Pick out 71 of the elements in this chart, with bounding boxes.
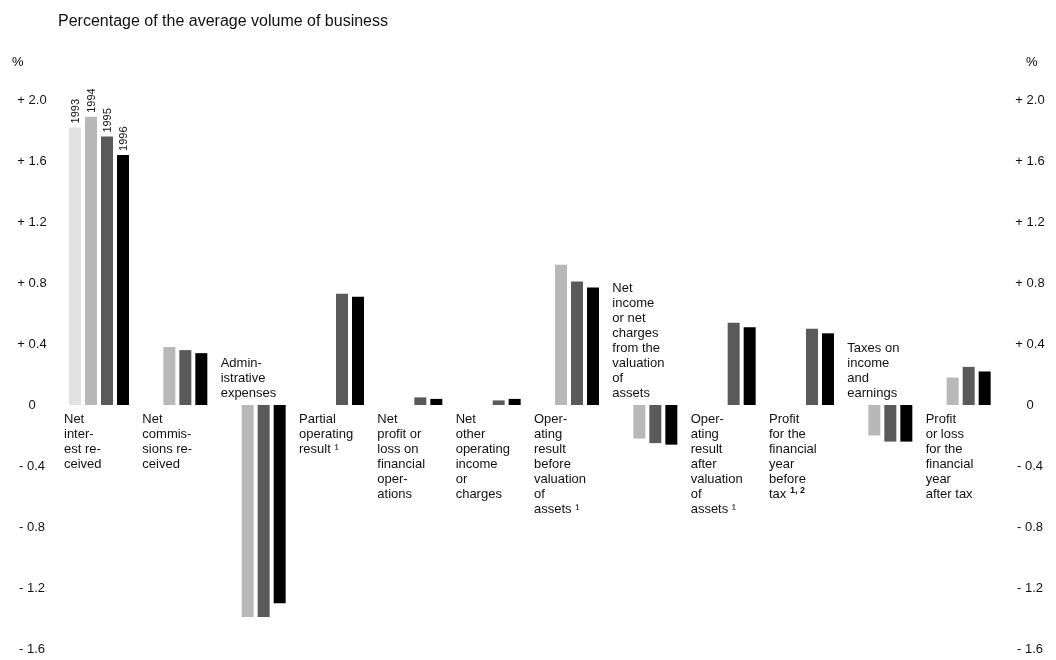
bar [414,397,427,405]
bar [822,333,834,405]
x-tick-label: Net profit or loss on financial oper- ations [377,411,426,501]
x-tick-label: Profit or loss for the financial year after tax [925,411,974,501]
bar [665,405,678,445]
y-tick-label: + 0.8 [17,275,47,290]
bar [241,405,254,617]
x-tick-label: Partial operating result ¹ [299,411,354,456]
bar [884,405,897,442]
y2-tick-label: + 2.0 [1015,92,1045,107]
x-tick-label: Net commis- sions re- ceived [142,411,193,471]
x-tick-label: Oper- ating result before valuation of assets ¹ [534,411,587,516]
y-axis-title: % [12,54,24,69]
text: 1996 [117,126,130,151]
y-tick-label: - 0.8 [18,519,46,534]
bar [978,371,991,405]
bar [352,296,364,405]
y-tick-label: - 1.6 [18,641,46,656]
bar [649,405,662,444]
y2-tick-label: + 1.2 [1015,214,1045,229]
x-tick-label: Net income or net charges from the valuation of assets [612,280,665,400]
y2-tick-label: - 1.6 [1016,641,1044,656]
y-tick-label: + 0.4 [17,336,47,351]
x-tick-label: Net other operating income or charges [455,411,510,501]
bar [273,405,286,604]
y-tick-label: - 1.2 [18,580,46,595]
bar [492,400,505,405]
y2-tick-label: + 0.8 [1015,275,1045,290]
bar [195,353,208,405]
text: 1993 [69,98,82,124]
bar [508,398,521,405]
bar [900,405,913,442]
y-tick-label: + 2.0 [17,92,47,107]
text: 1995 [101,108,114,133]
y2-tick-label: - 0.4 [1016,458,1044,473]
bar [430,398,443,405]
bar [946,377,959,405]
y2-tick-label: - 0.8 [1016,519,1044,534]
bar [962,366,975,405]
x-tick-label: Admin- istrative expenses [220,355,277,400]
bar [727,322,740,405]
bar [69,127,81,405]
bar [179,350,192,405]
y2-tick-label: + 1.6 [1015,153,1045,168]
y2-tick-label: + 0.4 [1015,336,1045,351]
chart-title: Percentage of the average volume of business [58,12,388,30]
y-tick-label: + 1.6 [17,153,47,168]
bar [806,328,818,405]
bar [163,347,176,405]
bar [101,136,113,405]
bar [555,264,567,405]
y2-axis-title: % [1026,54,1038,69]
bar [571,281,583,405]
x-tick-label: Net inter- est re- ceived [64,411,102,471]
bar [336,293,348,405]
bar [868,405,881,436]
bar [117,154,129,405]
y-tick-label: - 0.4 [18,458,46,473]
x-tick-label: Profit for the financial year before tax $^{1, 2}$ [769,411,817,501]
bar [85,116,97,405]
text: 1994 [85,88,98,113]
y-tick-label: 0 [28,397,36,412]
bar [743,327,756,405]
bar [257,405,270,617]
bar [587,287,599,405]
bar [633,405,646,439]
x-tick-label: Taxes on income and earnings [847,340,900,400]
y2-tick-label: 0 [1026,397,1034,412]
y-tick-label: + 1.2 [17,214,47,229]
x-tick-label: Oper- ating result after valuation of assets ¹ [690,411,743,516]
y2-tick-label: - 1.2 [1016,580,1044,595]
